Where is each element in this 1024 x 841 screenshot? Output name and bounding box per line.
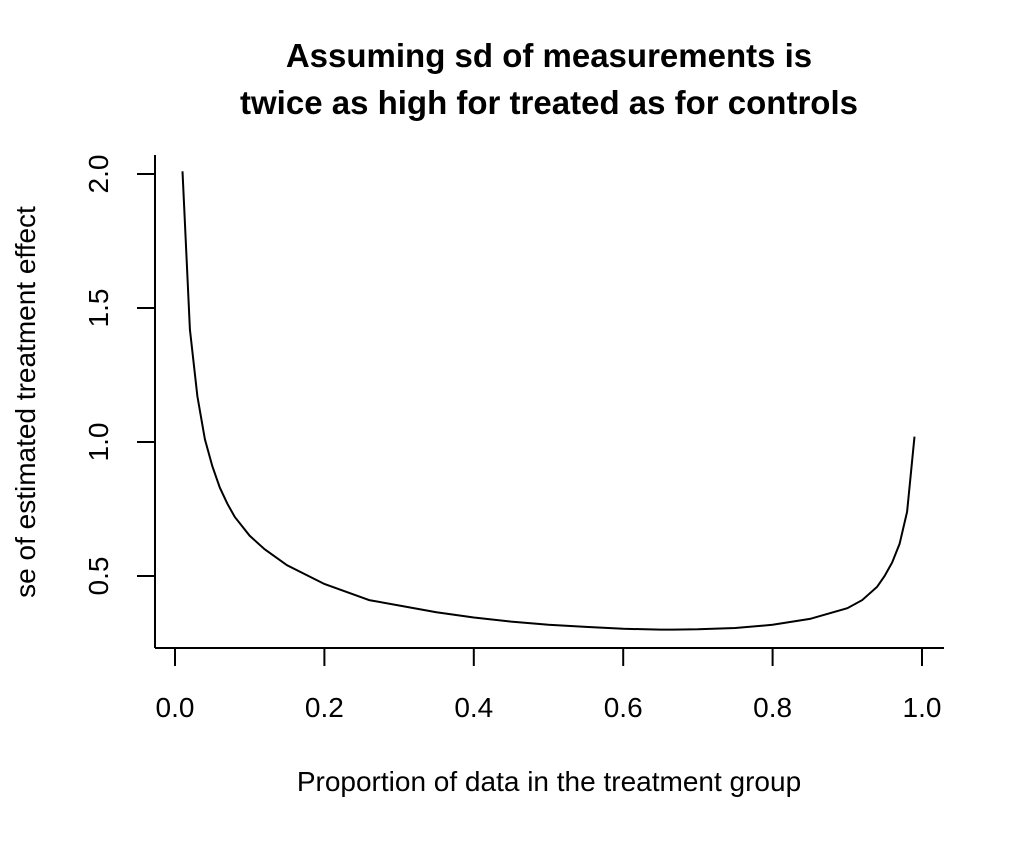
x-tick-label: 0.0: [156, 692, 195, 723]
x-tick-label: 1.0: [903, 692, 942, 723]
chart-title-line-1: Assuming sd of measurements is: [286, 37, 812, 74]
y-tick-label: 0.5: [83, 557, 114, 596]
y-tick-label: 2.0: [83, 155, 114, 194]
x-tick-label: 0.8: [753, 692, 792, 723]
y-tick-label: 1.5: [83, 289, 114, 328]
chart-title: Assuming sd of measurements is twice as …: [240, 37, 858, 121]
x-tick-label: 0.2: [305, 692, 344, 723]
x-tick-label: 0.4: [454, 692, 493, 723]
y-axis-label: se of estimated treatment effect: [10, 206, 41, 598]
x-tick-label: 0.6: [604, 692, 643, 723]
chart-title-line-2: twice as high for treated as for control…: [240, 84, 858, 121]
se-curve-series: [181, 171, 916, 631]
y-axis-ticks: 0.5 1.0 1.5 2.0: [83, 155, 155, 596]
y-tick-label: 1.0: [83, 423, 114, 462]
x-axis-ticks: 0.0 0.2 0.4 0.6 0.8 1.0: [156, 648, 942, 723]
x-axis-label: Proportion of data in the treatment grou…: [297, 766, 801, 797]
